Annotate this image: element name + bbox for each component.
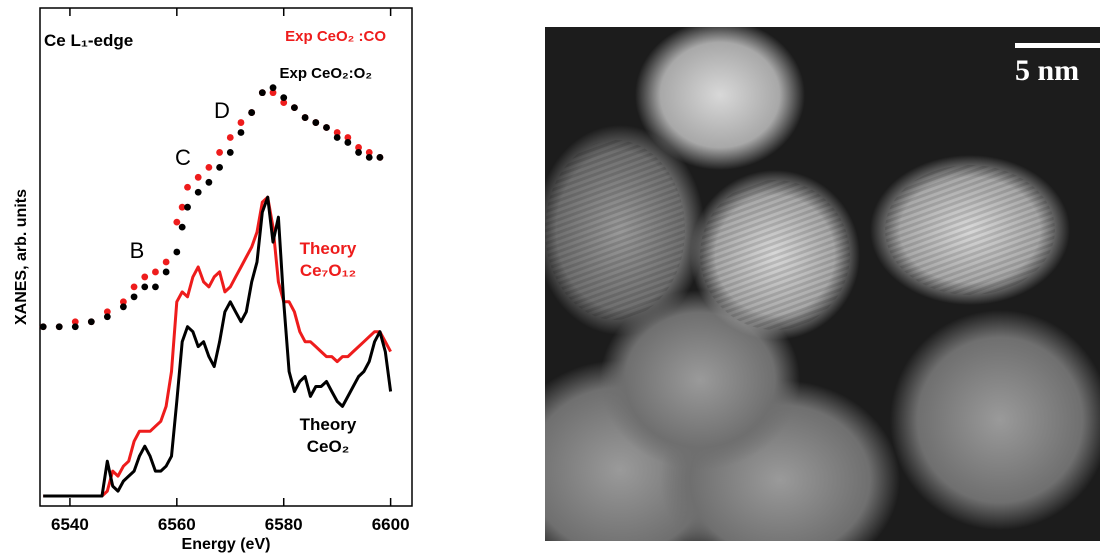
data-point xyxy=(141,274,148,281)
micrograph: 5 nm xyxy=(500,20,1100,560)
data-point xyxy=(280,94,287,101)
data-point xyxy=(366,154,373,161)
data-point xyxy=(131,293,138,300)
data-point xyxy=(120,303,127,310)
data-point xyxy=(152,269,159,276)
data-point xyxy=(163,259,170,266)
data-point xyxy=(163,269,170,276)
page: 5 nm Energy (eV) XANES, arb. units Ce L₁… xyxy=(0,0,1100,560)
data-point xyxy=(248,109,255,116)
data-point xyxy=(216,164,223,171)
data-point xyxy=(205,179,212,186)
data-point xyxy=(40,323,47,330)
data-point xyxy=(238,119,245,126)
legend-label: Theory CeO₂ xyxy=(280,414,376,458)
figure: 5 nm Energy (eV) XANES, arb. units Ce L₁… xyxy=(0,0,1100,560)
data-point xyxy=(173,249,180,256)
data-point xyxy=(312,119,319,126)
data-point xyxy=(195,174,202,181)
y-axis-label: XANES, arb. units xyxy=(13,189,30,325)
data-point xyxy=(195,189,202,196)
data-point xyxy=(184,184,191,191)
legend-label: Exp CeO₂:O₂ xyxy=(172,63,372,85)
scale-bar-label: 5 nm xyxy=(1015,54,1079,87)
data-point xyxy=(377,154,384,161)
data-point xyxy=(104,313,111,320)
annotation: D xyxy=(214,98,230,123)
data-point xyxy=(344,139,351,146)
data-point xyxy=(56,323,63,330)
data-point xyxy=(355,149,362,156)
data-point xyxy=(131,283,138,290)
data-point xyxy=(72,323,79,330)
data-point xyxy=(216,149,223,156)
data-point xyxy=(184,204,191,211)
x-tick-label: 6600 xyxy=(372,515,410,534)
data-point xyxy=(323,124,330,131)
data-point xyxy=(227,134,234,141)
x-axis-label: Energy (eV) xyxy=(182,536,271,553)
x-tick-label: 6560 xyxy=(158,515,196,534)
x-tick-label: 6540 xyxy=(51,515,89,534)
data-point xyxy=(334,134,341,141)
data-point xyxy=(270,84,277,91)
data-point xyxy=(205,164,212,171)
data-point xyxy=(259,89,266,96)
annotation: B xyxy=(130,238,145,263)
data-point xyxy=(238,129,245,136)
legend-label: Exp CeO₂ :CO xyxy=(186,26,386,48)
x-tick-label: 6580 xyxy=(265,515,303,534)
data-point xyxy=(141,283,148,290)
data-point xyxy=(173,219,180,226)
data-point xyxy=(302,114,309,121)
data-point xyxy=(88,318,95,325)
data-point xyxy=(291,104,298,111)
data-point xyxy=(227,149,234,156)
data-point xyxy=(152,283,159,290)
legend-label: Theory Ce₇O₁₂ xyxy=(280,238,376,282)
chart-title: Ce L₁-edge xyxy=(44,31,133,50)
annotation: C xyxy=(175,145,191,170)
data-point xyxy=(179,224,186,231)
